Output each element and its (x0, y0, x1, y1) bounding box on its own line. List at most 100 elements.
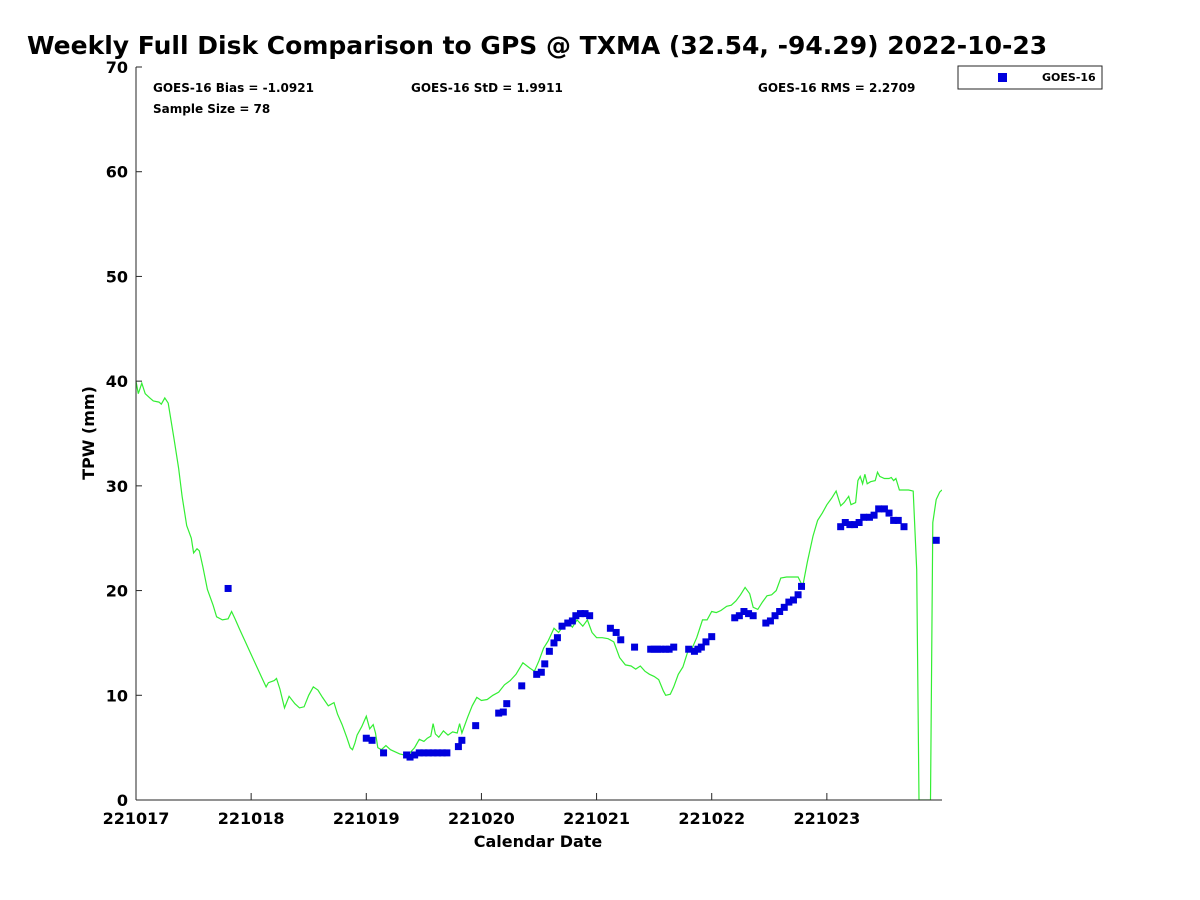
goes16-point (708, 633, 716, 641)
goes16-point (894, 516, 902, 524)
goes16-point (499, 708, 507, 716)
y-tick-label: 0 (117, 791, 128, 810)
goes16-point (458, 736, 466, 744)
goes16-point (368, 736, 376, 744)
goes16-point (380, 749, 388, 757)
bias-stat: GOES-16 Bias = -1.0921 (153, 81, 314, 95)
axes (135, 67, 942, 801)
x-tick-label: 221021 (563, 809, 630, 828)
goes16-point (564, 619, 572, 627)
goes16-point (443, 749, 451, 757)
goes16-point (731, 614, 739, 622)
x-ticks: 221017 221018 221019 221020 221021 221022 2210… (103, 793, 860, 828)
x-tick-label: 221017 (103, 809, 170, 828)
chart-title: Weekly Full Disk Comparison to GPS @ TXM… (27, 31, 1047, 60)
goes16-point (794, 591, 802, 599)
goes16-point (890, 516, 898, 524)
goes16-point (762, 619, 770, 627)
goes16-point (841, 519, 849, 527)
goes16-point (495, 709, 503, 717)
goes16-point (837, 523, 845, 531)
goes16-point (550, 639, 558, 647)
legend-marker (998, 73, 1007, 82)
goes16-point (631, 643, 639, 651)
goes16-point (860, 513, 868, 521)
goes16-point (420, 749, 428, 757)
y-tick-label: 30 (106, 477, 128, 496)
y-tick-label: 70 (106, 58, 128, 77)
goes16-point (572, 612, 580, 620)
goes16-point (576, 610, 584, 618)
goes16-point (685, 645, 693, 653)
goes16-point (454, 743, 462, 751)
legend-box (957, 65, 1103, 90)
goes16-point (424, 749, 432, 757)
gps-series-line (136, 380, 942, 800)
goes16-point (553, 634, 561, 642)
y-tick-label: 40 (106, 372, 128, 391)
x-tick-label: 221022 (678, 809, 745, 828)
goes16-point (670, 643, 678, 651)
legend: GOES-16 (957, 65, 1103, 90)
goes16-point (865, 513, 873, 521)
goes16-point (880, 505, 888, 513)
y-axis-label: TPW (mm) (79, 386, 98, 480)
goes16-point (586, 612, 594, 620)
goes16-point (581, 610, 589, 618)
goes16-point (740, 608, 748, 616)
goes16-point (537, 668, 545, 676)
x-tick-label: 221020 (448, 809, 515, 828)
goes16-point (545, 647, 553, 655)
goes16-point (885, 509, 893, 517)
std-stat: GOES-16 StD = 1.9911 (411, 81, 563, 95)
y-tick-label: 50 (106, 267, 128, 286)
legend-label: GOES-16 (1042, 71, 1096, 84)
goes16-point (900, 523, 908, 531)
y-ticks: 0 10 20 30 40 50 60 70 (106, 58, 142, 810)
goes16-point (415, 749, 423, 757)
goes16-point (612, 628, 620, 636)
x-tick-label: 221019 (333, 809, 400, 828)
goes16-point (776, 608, 784, 616)
goes16-point (224, 584, 232, 592)
goes16-point (735, 612, 743, 620)
goes16-point (870, 511, 878, 519)
goes16-point (434, 749, 442, 757)
goes16-point (780, 603, 788, 611)
goes16-point (789, 596, 797, 604)
goes16-point (362, 734, 370, 742)
goes16-point (503, 700, 511, 708)
y-tick-label: 60 (106, 163, 128, 182)
goes16-point (606, 624, 614, 632)
goes16-point (518, 682, 526, 690)
x-axis-label: Calendar Date (474, 832, 603, 851)
data-layer (136, 380, 942, 800)
goes16-point (745, 610, 753, 618)
goes16-point (617, 636, 625, 644)
goes16-point (429, 749, 437, 757)
goes16-point (657, 645, 665, 653)
goes16-point (558, 622, 566, 630)
goes16-point (785, 598, 793, 606)
goes16-point (411, 751, 419, 759)
goes16-point (798, 582, 806, 590)
goes16-point (406, 753, 414, 761)
goes16-point (697, 643, 705, 651)
goes16-point (541, 660, 549, 668)
goes16-point (875, 505, 883, 513)
x-tick-label: 221018 (218, 809, 285, 828)
y-tick-label: 20 (106, 582, 128, 601)
goes16-point (533, 670, 541, 678)
goes16-point (568, 617, 576, 625)
y-tick-label: 10 (106, 686, 128, 705)
goes16-point (665, 645, 673, 653)
goes16-point (702, 638, 710, 646)
goes16-point (766, 617, 774, 625)
sample-size-stat: Sample Size = 78 (153, 102, 270, 116)
goes16-point (932, 536, 940, 544)
goes16-point (771, 612, 779, 620)
goes16-point (846, 521, 854, 529)
goes16-point (472, 722, 480, 730)
x-tick-label: 221023 (793, 809, 860, 828)
